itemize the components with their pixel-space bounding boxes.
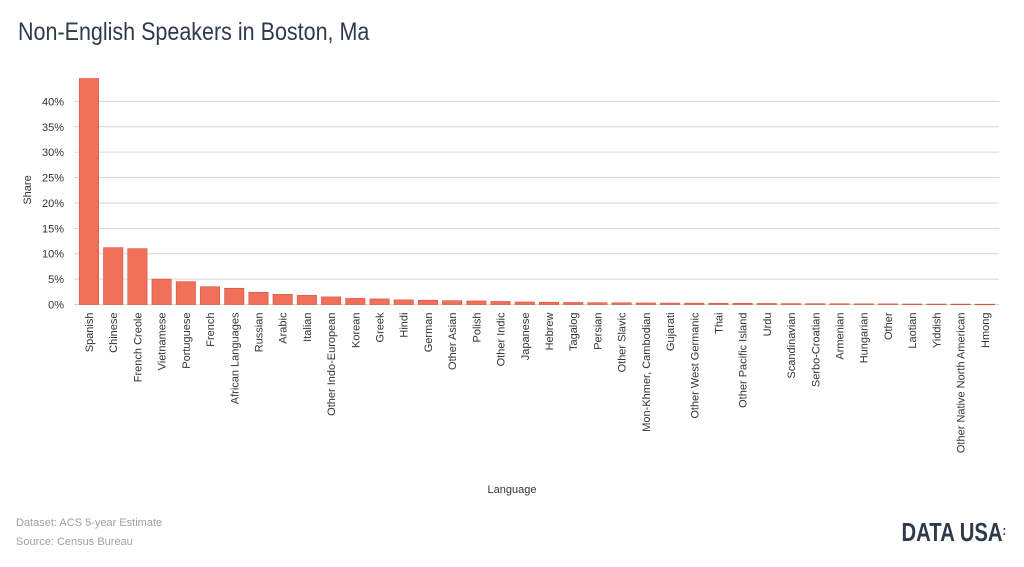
- bars: [79, 78, 995, 306]
- bar-other-indic[interactable]: [490, 301, 511, 305]
- bar-other-indo-european[interactable]: [321, 296, 342, 305]
- bar-other-west-germanic[interactable]: [684, 302, 705, 305]
- x-tick-label-16: Polish: [471, 313, 483, 343]
- bar-thai[interactable]: [708, 302, 729, 305]
- y-tick-label-3: 15%: [42, 223, 64, 235]
- x-tick-label-3: Vietnamese: [157, 313, 169, 371]
- y-tick-label-0: 0%: [48, 300, 64, 312]
- x-tick-label-0: Spanish: [84, 313, 96, 353]
- x-tick-label-37: Hmong: [980, 313, 992, 348]
- bar-spanish[interactable]: [79, 78, 99, 305]
- x-tick-label-31: Armenian: [835, 313, 847, 360]
- bar-vietnamese[interactable]: [151, 278, 172, 305]
- bar-russian[interactable]: [248, 292, 269, 305]
- grid-lines: [74, 100, 999, 305]
- bar-greek[interactable]: [369, 298, 390, 305]
- bar-urdu[interactable]: [756, 303, 777, 305]
- x-tick-label-20: Tagalog: [568, 313, 580, 352]
- x-tick-label-12: Greek: [375, 312, 387, 342]
- bar-portuguese[interactable]: [175, 281, 196, 305]
- bar-korean[interactable]: [345, 298, 366, 305]
- bar-chinese[interactable]: [103, 247, 124, 305]
- bar-german[interactable]: [417, 299, 438, 305]
- bar-french-creole[interactable]: [127, 248, 148, 305]
- x-tick-label-15: Other Asian: [447, 313, 459, 370]
- bar-italian[interactable]: [296, 295, 317, 305]
- x-tick-label-21: Persian: [592, 313, 604, 350]
- bar-other-slavic[interactable]: [611, 302, 632, 305]
- x-tick-label-11: Korean: [350, 313, 362, 348]
- x-tick-label-27: Other Pacific Island: [738, 313, 750, 408]
- x-tick-label-22: Other Slavic: [617, 312, 629, 372]
- bar-armenian[interactable]: [829, 303, 850, 305]
- bar-gujarati[interactable]: [660, 302, 681, 305]
- x-tick-label-2: French Creole: [132, 313, 144, 383]
- x-tick-label-34: Laotian: [907, 313, 919, 349]
- x-tick-label-14: German: [423, 313, 435, 353]
- bar-hindi[interactable]: [393, 299, 414, 305]
- bar-mon-khmer-cambodian[interactable]: [635, 302, 656, 305]
- bar-other[interactable]: [877, 303, 898, 305]
- x-tick-label-26: Thai: [713, 313, 725, 334]
- x-axis-ticks: Spanish Chinese French Creole Vietnamese Por…: [84, 312, 992, 453]
- x-tick-label-32: Hungarian: [859, 313, 871, 364]
- bar-hmong[interactable]: [974, 303, 995, 306]
- x-tick-label-13: Hindi: [399, 313, 411, 338]
- y-tick-label-2: 10%: [42, 249, 64, 261]
- y-tick-label-5: 25%: [42, 173, 64, 185]
- x-tick-label-33: Other: [883, 312, 895, 340]
- logo-text: DATA USA: [901, 517, 1003, 547]
- bar-african-languages[interactable]: [224, 287, 245, 305]
- datausa-logo[interactable]: DATA USA:: [901, 517, 1006, 548]
- y-tick-label-7: 35%: [42, 122, 64, 134]
- x-tick-label-18: Japanese: [520, 313, 532, 361]
- x-tick-label-6: African Languages: [229, 312, 241, 404]
- x-tick-label-28: Urdu: [762, 313, 774, 337]
- x-tick-label-17: Other Indic: [496, 312, 508, 366]
- x-tick-label-30: Serbo-Croatian: [810, 313, 822, 388]
- bar-arabic[interactable]: [272, 294, 293, 305]
- x-tick-label-7: Russian: [253, 313, 265, 353]
- x-tick-label-24: Gujarati: [665, 313, 677, 352]
- y-tick-label-8: 40%: [42, 96, 64, 108]
- y-tick-label-1: 5%: [48, 274, 64, 286]
- bar-hebrew[interactable]: [539, 301, 559, 305]
- bar-tagalog[interactable]: [563, 302, 584, 305]
- x-tick-label-29: Scandinavian: [786, 313, 798, 379]
- x-tick-label-23: Mon-Khmer, Cambodian: [641, 313, 653, 432]
- bar-scandinavian[interactable]: [781, 303, 802, 305]
- bar-polish[interactable]: [466, 300, 487, 305]
- bar-serbo-croatian[interactable]: [805, 303, 826, 305]
- bar-other-asian[interactable]: [442, 300, 463, 305]
- x-axis-label: Language: [488, 484, 537, 496]
- bar-japanese[interactable]: [514, 301, 535, 305]
- x-tick-label-5: French: [205, 313, 217, 347]
- y-axis-label: Share: [22, 175, 34, 204]
- x-tick-label-1: Chinese: [108, 313, 120, 353]
- bar-laotian[interactable]: [902, 303, 923, 305]
- source-note: Source: Census Bureau: [16, 536, 133, 548]
- x-tick-label-19: Hebrew: [544, 312, 556, 350]
- bar-french[interactable]: [200, 286, 221, 305]
- page-title: Non-English Speakers in Boston, Ma: [18, 18, 370, 46]
- dataset-note: Dataset: ACS 5-year Estimate: [16, 517, 163, 529]
- x-tick-label-35: Yiddish: [931, 313, 943, 349]
- x-tick-label-4: Portuguese: [181, 313, 193, 369]
- bar-other-native-north-american[interactable]: [950, 303, 971, 305]
- bar-other-pacific-island[interactable]: [732, 303, 753, 305]
- x-tick-label-9: Italian: [302, 313, 314, 342]
- x-tick-label-25: Other West Germanic: [689, 312, 701, 419]
- bar-persian[interactable]: [587, 302, 608, 305]
- x-tick-label-10: Other Indo-European: [326, 313, 338, 416]
- bar-hungarian[interactable]: [853, 303, 874, 305]
- y-tick-label-6: 30%: [42, 147, 64, 159]
- logo-mark: :: [1002, 522, 1006, 538]
- y-tick-label-4: 20%: [42, 198, 64, 210]
- y-axis-ticks: 0% 5% 10% 15% 20% 25% 30% 35% 40%: [42, 96, 64, 311]
- bar-yiddish[interactable]: [926, 303, 947, 305]
- x-tick-label-36: Other Native North American: [956, 313, 968, 454]
- x-tick-label-8: Arabic: [278, 312, 290, 344]
